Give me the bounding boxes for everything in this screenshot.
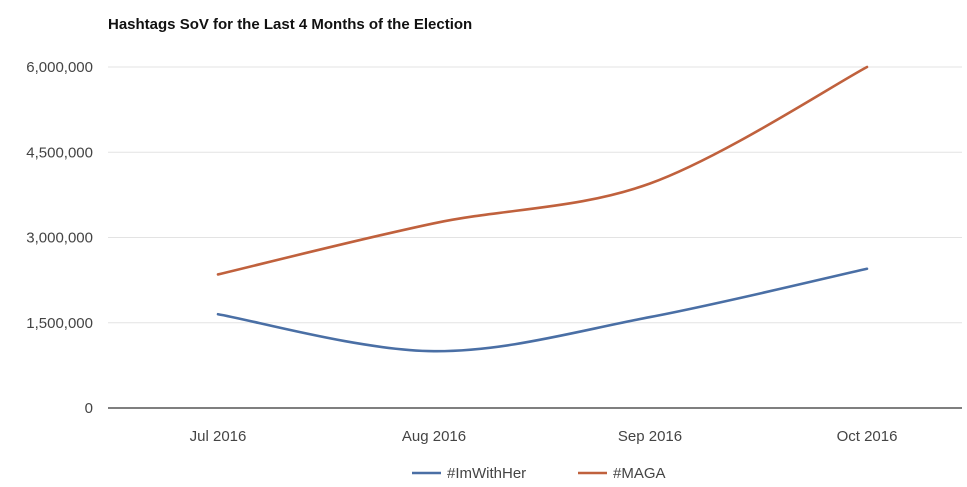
x-tick-label: Aug 2016 [402, 428, 466, 445]
gridlines [108, 66, 962, 409]
x-axis-ticks: Jul 2016 Aug 2016 Sep 2016 Oct 2016 [190, 428, 898, 445]
chart-title: Hashtags SoV for the Last 4 Months of th… [108, 16, 472, 33]
series-line-imwithher [216, 267, 869, 353]
x-tick-label: Sep 2016 [618, 428, 682, 445]
legend-item-maga: #MAGA [578, 465, 666, 482]
legend-item-imwithher: #ImWithHer [412, 465, 526, 482]
series-lines [216, 65, 869, 353]
legend-label: #MAGA [613, 465, 666, 482]
y-tick-label: 3,000,000 [26, 230, 93, 247]
x-tick-label: Oct 2016 [837, 428, 898, 445]
legend: #ImWithHer #MAGA [412, 465, 666, 482]
y-tick-label: 1,500,000 [26, 315, 93, 332]
x-tick-label: Jul 2016 [190, 428, 247, 445]
y-tick-label: 4,500,000 [26, 144, 93, 161]
legend-label: #ImWithHer [447, 465, 526, 482]
y-tick-label: 0 [85, 400, 93, 417]
y-tick-label: 6,000,000 [26, 59, 93, 76]
y-axis-ticks: 0 1,500,000 3,000,000 4,500,000 6,000,000 [26, 59, 93, 417]
series-line-maga [216, 65, 869, 276]
